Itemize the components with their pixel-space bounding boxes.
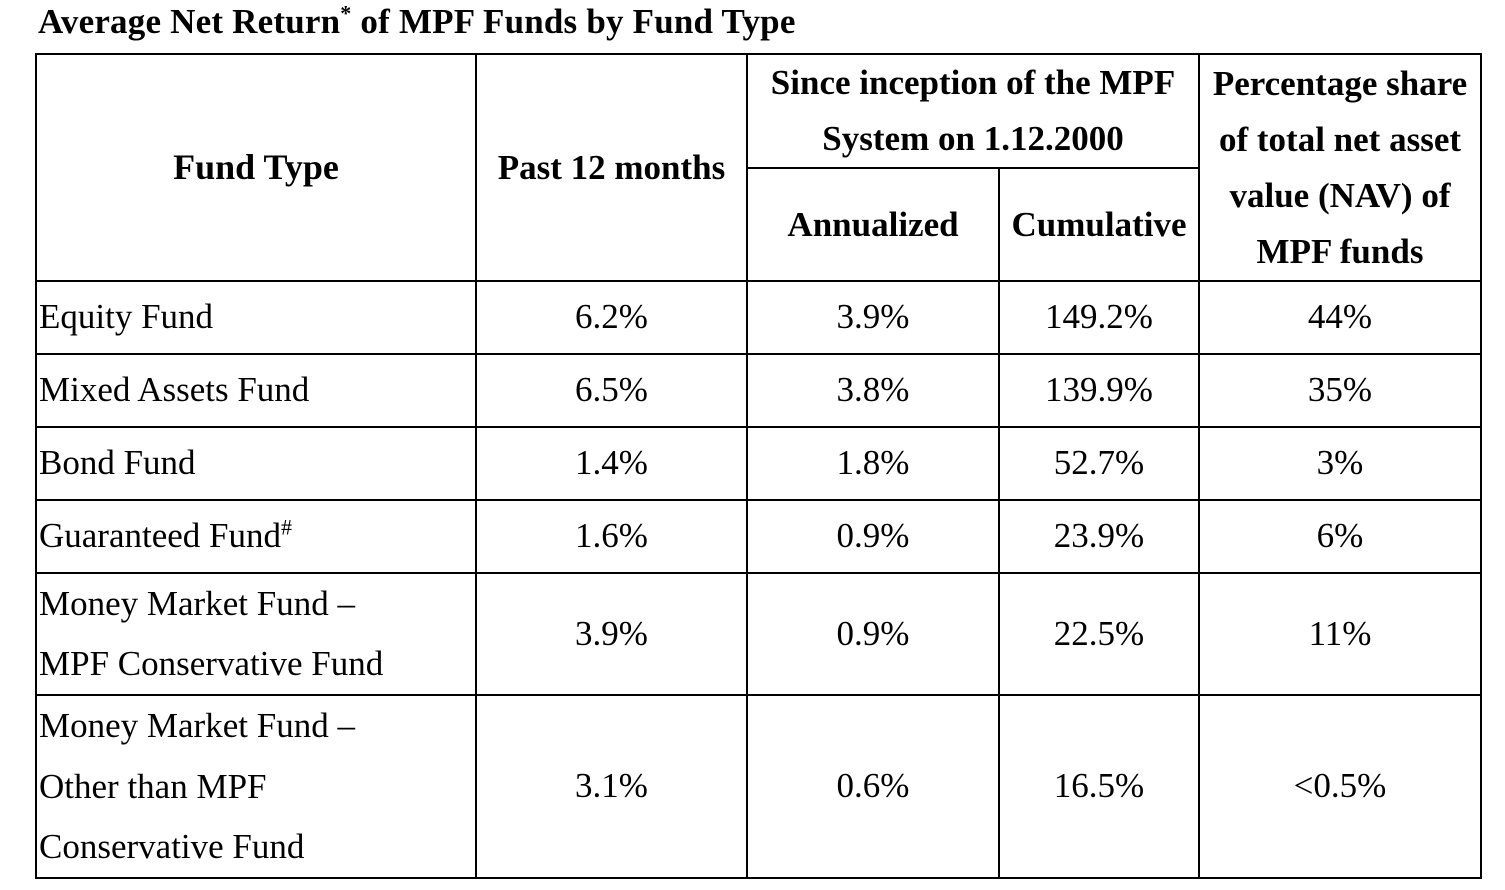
table-row: Money Market Fund – MPF Conservative Fund… xyxy=(35,571,1482,697)
header-since-line-1: Since inception of the MPF xyxy=(770,63,1176,102)
header-share-line-3: value (NAV) of xyxy=(1229,175,1451,215)
footnote-mark: # xyxy=(281,514,293,540)
table-row: Bond Fund 1.4% 1.8% 52.7% 3% xyxy=(35,426,1482,501)
header-share-line-4: MPF funds xyxy=(1256,231,1424,271)
fund-name-line-3: Conservative Fund xyxy=(39,826,305,866)
fund-name: Bond Fund xyxy=(39,443,196,483)
fund-type-cell: Bond Fund xyxy=(35,426,477,501)
nav-share-cell: 6% xyxy=(1198,499,1482,574)
fund-name: Guaranteed Fund xyxy=(39,516,282,556)
fund-name-line-1: Money Market Fund – xyxy=(39,584,355,623)
fund-name-line-1: Money Market Fund – xyxy=(39,706,355,746)
header-since-line-2: System on 1.12.2000 xyxy=(822,119,1124,158)
cumulative-cell: 16.5% xyxy=(998,694,1200,879)
title-footnote-mark: * xyxy=(340,0,352,26)
fund-name: Equity Fund xyxy=(39,297,214,337)
fund-name: Mixed Assets Fund xyxy=(39,370,310,410)
fund-type-cell: Mixed Assets Fund xyxy=(35,353,477,428)
header-share-line-1: Percentage share xyxy=(1212,63,1468,103)
past-12-months-cell: 1.6% xyxy=(475,499,748,574)
fund-type-cell: Money Market Fund – MPF Conservative Fund xyxy=(35,571,477,697)
header-share-line-2: of total net asset xyxy=(1218,119,1462,159)
fund-name-line-2: Other than MPF xyxy=(39,766,267,806)
annualized-cell: 0.9% xyxy=(746,571,1000,697)
header-fund-type: Fund Type xyxy=(35,53,477,282)
header-cumulative: Cumulative xyxy=(998,167,1200,282)
fund-type-cell: Money Market Fund – Other than MPF Conserv… xyxy=(35,694,477,879)
cumulative-cell: 22.5% xyxy=(998,571,1200,697)
title-rest: of MPF Funds by Fund Type xyxy=(351,2,796,41)
header-row-1: Fund Type Past 12 months Since inception… xyxy=(35,53,1482,282)
cumulative-cell: 139.9% xyxy=(998,353,1200,428)
header-percentage-share: Percentage share of total net asset value … xyxy=(1198,53,1482,282)
past-12-months-cell: 1.4% xyxy=(475,426,748,501)
past-12-months-cell: 3.9% xyxy=(475,571,748,697)
past-12-months-cell: 6.5% xyxy=(475,353,748,428)
nav-share-cell: 3% xyxy=(1198,426,1482,501)
fund-type-cell: Equity Fund xyxy=(35,280,477,355)
header-since-inception: Since inception of the MPF System on 1.12… xyxy=(746,53,1200,169)
table-row: Mixed Assets Fund 6.5% 3.8% 139.9% 35% xyxy=(35,353,1482,428)
nav-share-cell: 35% xyxy=(1198,353,1482,428)
header-row-2: Annualized Cumulative xyxy=(36,167,1481,282)
past-12-months-cell: 6.2% xyxy=(475,280,748,355)
fund-name-line-2: MPF Conservative Fund xyxy=(39,644,384,684)
cumulative-cell: 23.9% xyxy=(998,499,1200,574)
annualized-cell: 0.9% xyxy=(746,499,1000,574)
annualized-cell: 3.8% xyxy=(746,353,1000,428)
past-12-months-cell: 3.1% xyxy=(475,694,748,879)
fund-type-cell: Guaranteed Fund# xyxy=(35,499,477,574)
cumulative-cell: 52.7% xyxy=(998,426,1200,501)
table-row: Equity Fund 6.2% 3.9% 149.2% 44% xyxy=(35,280,1482,355)
nav-share-cell: 11% xyxy=(1198,571,1482,697)
annualized-cell: 1.8% xyxy=(746,426,1000,501)
title-text: Average Net Return xyxy=(38,2,341,41)
table-row: Guaranteed Fund# 1.6% 0.9% 23.9% 6% xyxy=(35,499,1482,574)
table-row: Money Market Fund – Other than MPF Conserv… xyxy=(35,694,1482,879)
cumulative-cell: 149.2% xyxy=(998,280,1200,355)
annualized-cell: 0.6% xyxy=(746,694,1000,879)
returns-table: Fund Type Past 12 months Since inception… xyxy=(35,53,1482,879)
header-annualized: Annualized xyxy=(746,167,1000,282)
nav-share-cell: 44% xyxy=(1198,280,1482,355)
page-title: Average Net Return* of MPF Funds by Fund… xyxy=(38,2,796,42)
annualized-cell: 3.9% xyxy=(746,280,1000,355)
nav-share-cell: <0.5% xyxy=(1198,694,1482,879)
header-past-12-months: Past 12 months xyxy=(475,53,748,282)
